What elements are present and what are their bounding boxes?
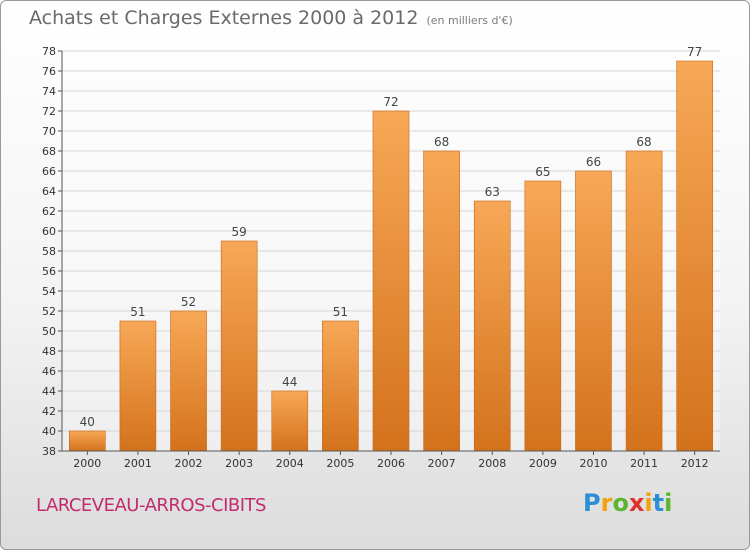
bar — [372, 110, 410, 452]
x-tick-label: 2009 — [529, 457, 557, 470]
y-tick-label: 76 — [42, 65, 56, 78]
x-tick-label: 2000 — [73, 457, 101, 470]
x-tick-label: 2003 — [225, 457, 253, 470]
y-tick-label: 58 — [42, 245, 56, 258]
bar — [170, 310, 207, 452]
commune-name: LARCEVEAU-ARROS-CIBITS — [36, 495, 266, 516]
x-tick-label: 2002 — [175, 457, 203, 470]
bar — [271, 390, 309, 452]
x-tick-label: 2010 — [579, 457, 607, 470]
y-tick-label: 54 — [42, 285, 56, 298]
bar-chart: 40 51 52 59 44 51 72 68 63 65 66 68 77 38 40 42 44 46 48 5… — [42, 45, 720, 470]
y-tick-label: 42 — [42, 405, 56, 418]
logo-letter: i — [644, 489, 653, 517]
bar — [473, 200, 511, 452]
y-tick-label: 44 — [42, 385, 56, 398]
logo-letter: x — [628, 489, 645, 517]
data-label: 68 — [434, 135, 449, 149]
x-tick-label: 2008 — [478, 457, 506, 470]
chart-title: Achats et Charges Externes 2000 à 2012 — [29, 7, 419, 29]
data-label: 44 — [282, 375, 297, 389]
unit-note: (en milliers d'€) — [426, 14, 513, 27]
bar — [69, 430, 106, 452]
logo-letter: r — [600, 489, 613, 517]
x-tick-label: 2012 — [681, 457, 709, 470]
logo-letter: P — [583, 489, 601, 517]
logo-letter: o — [612, 489, 629, 517]
bar — [524, 180, 562, 452]
data-label: 77 — [687, 45, 702, 59]
data-label: 72 — [383, 95, 398, 109]
y-tick-label: 68 — [42, 145, 56, 158]
y-tick-label: 78 — [42, 45, 56, 58]
data-label: 65 — [535, 165, 550, 179]
data-label: 59 — [232, 225, 247, 239]
data-label: 52 — [181, 295, 196, 309]
y-tick-label: 48 — [42, 345, 56, 358]
x-tick-label: 2006 — [377, 457, 405, 470]
chart-title-block: Achats et Charges Externes 2000 à 2012 (e… — [29, 7, 513, 29]
y-tick-label: 56 — [42, 265, 56, 278]
data-label: 51 — [130, 305, 145, 319]
y-tick-label: 40 — [42, 425, 56, 438]
bar — [575, 170, 612, 452]
x-tick-label: 2005 — [326, 457, 354, 470]
data-label: 51 — [333, 305, 348, 319]
y-tick-label: 66 — [42, 165, 56, 178]
x-tick-label: 2007 — [428, 457, 456, 470]
bar — [119, 320, 157, 452]
x-tick-label: 2004 — [276, 457, 304, 470]
bar — [676, 60, 713, 452]
y-tick-label: 38 — [42, 445, 56, 458]
y-tick-label: 74 — [42, 85, 56, 98]
x-tick-label: 2001 — [124, 457, 152, 470]
y-tick-label: 52 — [42, 305, 56, 318]
data-label: 63 — [485, 185, 500, 199]
data-label: 40 — [80, 415, 95, 429]
bar — [625, 150, 663, 452]
data-label: 66 — [586, 155, 601, 169]
y-tick-label: 64 — [42, 185, 56, 198]
y-tick-label: 50 — [42, 325, 56, 338]
logo-letter: t — [652, 489, 665, 517]
logo-letter: i — [664, 489, 673, 517]
proxiti-logo: Proxiti — [583, 489, 672, 517]
bar — [423, 150, 460, 452]
y-tick-label: 62 — [42, 205, 56, 218]
axes: 38 40 42 44 46 48 50 52 54 56 58 60 62 64 66 68 70 72 74 76… — [42, 45, 720, 470]
x-tick-label: 2011 — [630, 457, 658, 470]
y-tick-label: 60 — [42, 225, 56, 238]
bar — [322, 320, 359, 452]
bar — [220, 240, 258, 452]
y-tick-label: 72 — [42, 105, 56, 118]
bars — [69, 60, 713, 452]
data-labels: 40 51 52 59 44 51 72 68 63 65 66 68 77 — [80, 45, 703, 429]
data-label: 68 — [636, 135, 651, 149]
y-tick-label: 46 — [42, 365, 56, 378]
y-tick-label: 70 — [42, 125, 56, 138]
